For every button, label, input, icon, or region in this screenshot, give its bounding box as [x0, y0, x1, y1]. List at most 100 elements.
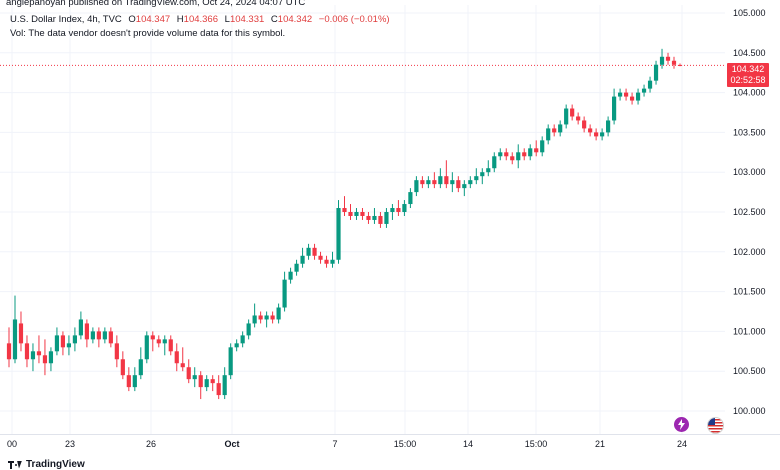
last-price-value: 104.342 — [731, 64, 765, 74]
candle-body — [66, 343, 72, 348]
candle — [414, 176, 419, 197]
candle — [318, 251, 323, 264]
candle-body — [120, 359, 125, 376]
symbol-legend[interactable]: U.S. Dollar Index, 4h, TVC O104.347 H104… — [10, 14, 390, 25]
time-tick-label: 24 — [677, 439, 687, 449]
candle — [162, 335, 167, 356]
candle — [174, 343, 179, 372]
candle-body — [258, 315, 263, 320]
candle — [438, 168, 443, 189]
candle-body — [234, 343, 239, 348]
price-tick-label: 100.000 — [733, 406, 766, 416]
candle-body — [552, 128, 557, 133]
candle — [330, 251, 335, 268]
price-axis[interactable]: 100.000 100.500 101.000 101.500 102.000 102.5… — [733, 8, 766, 416]
candle-body — [647, 80, 653, 89]
candle — [486, 160, 491, 177]
candle-body — [606, 120, 611, 133]
candle — [671, 56, 677, 69]
price-tick-label: 100.500 — [733, 366, 766, 376]
candle-body — [282, 279, 287, 308]
candle — [432, 172, 437, 189]
time-tick-label: 15:00 — [394, 439, 417, 449]
candle — [168, 335, 173, 356]
symbol-title[interactable]: U.S. Dollar Index, 4h, TVC — [10, 14, 122, 25]
candle-body — [336, 208, 341, 260]
candle-body — [222, 375, 227, 396]
candle — [6, 327, 12, 368]
candle-body — [498, 152, 503, 157]
candle — [18, 311, 24, 352]
time-tick-label: 23 — [65, 439, 75, 449]
candle — [510, 152, 515, 165]
candle-body — [450, 180, 455, 185]
lightning-icon[interactable] — [674, 417, 689, 432]
candle-body — [306, 247, 311, 256]
candle-body — [114, 343, 119, 360]
candle-body — [641, 88, 647, 93]
us-flag-icon[interactable] — [707, 417, 724, 434]
tradingview-logo-icon — [8, 460, 22, 469]
candle-body — [576, 116, 581, 121]
candle-body — [150, 335, 155, 340]
candle — [462, 180, 467, 197]
candle — [588, 124, 593, 137]
candle — [558, 120, 563, 137]
candle — [450, 172, 455, 193]
candle — [677, 63, 683, 67]
candle — [659, 48, 665, 69]
candle-body — [516, 152, 521, 161]
candle — [120, 351, 125, 380]
candle — [204, 375, 209, 392]
candle — [264, 311, 269, 328]
candle-body — [246, 323, 251, 336]
candle-body — [665, 56, 671, 61]
candle-body — [617, 92, 623, 97]
candle-body — [276, 307, 281, 320]
candle — [641, 84, 647, 97]
candle — [564, 104, 569, 129]
candle-body — [390, 208, 395, 212]
candle-body — [594, 132, 599, 137]
candle — [84, 319, 89, 348]
footer-brand[interactable]: TradingView — [8, 459, 85, 470]
candle — [144, 331, 149, 364]
candle-body — [36, 351, 42, 356]
candle — [665, 52, 671, 65]
price-tick-label: 101.000 — [733, 326, 766, 336]
time-axis[interactable]: 00 23 26 Oct 7 15:00 14 15:00 21 24 — [7, 439, 687, 449]
candle — [570, 104, 575, 121]
candle-body — [582, 120, 587, 129]
price-tick-label: 102.000 — [733, 247, 766, 257]
candle-body — [78, 319, 83, 336]
candle-body — [210, 379, 215, 384]
candle-body — [354, 212, 359, 216]
candle — [288, 267, 293, 284]
high-label: H — [176, 14, 184, 25]
candle-body — [186, 367, 191, 380]
candle-body — [612, 96, 617, 121]
candle-body — [12, 319, 18, 360]
candle — [552, 124, 557, 137]
candle — [36, 335, 42, 364]
candle-body — [653, 64, 659, 81]
candle-body — [468, 180, 473, 185]
candle — [132, 367, 137, 392]
candle-body — [24, 343, 30, 360]
close-value: 104.342 — [277, 14, 313, 25]
candle-body — [432, 180, 437, 185]
time-tick-label: 21 — [595, 439, 605, 449]
candle-body — [671, 60, 677, 65]
candle — [300, 247, 305, 268]
candle — [276, 303, 281, 324]
candle — [114, 335, 119, 368]
candle — [258, 311, 263, 324]
candle-body — [216, 383, 221, 396]
candle — [342, 196, 347, 216]
candle-body — [396, 208, 401, 212]
time-tick-label: 7 — [332, 439, 337, 449]
candle — [270, 311, 275, 324]
candle-body — [270, 315, 275, 320]
candle — [240, 331, 245, 348]
